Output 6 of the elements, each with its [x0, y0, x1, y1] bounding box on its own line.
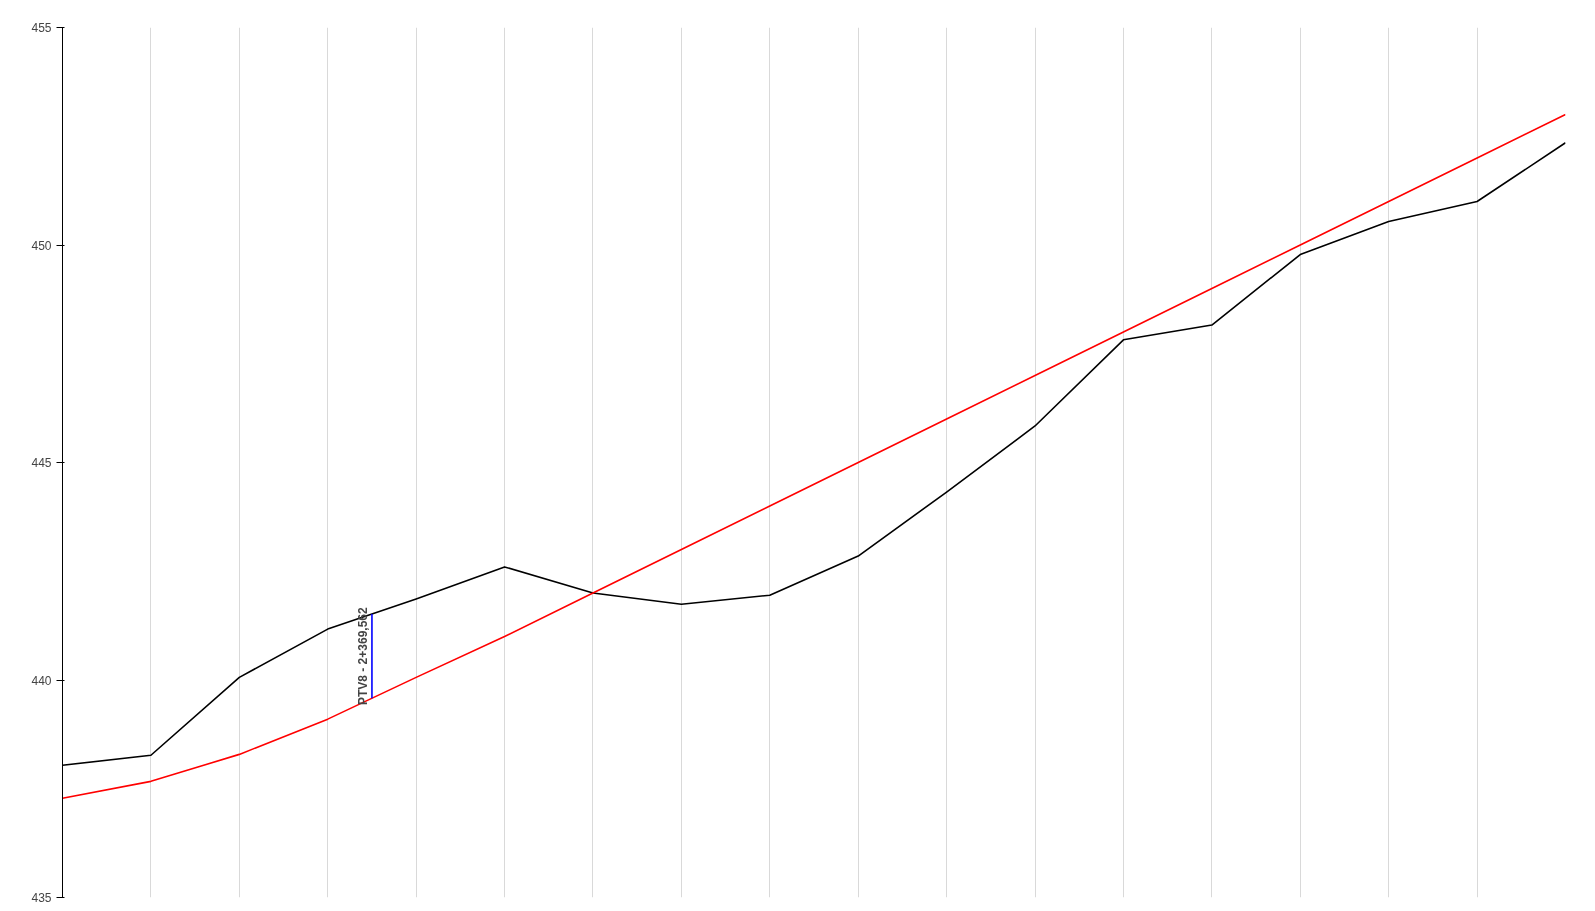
annotation: PTV8 - 2+369,562: [355, 606, 370, 706]
y-tick-label: 435: [31, 891, 52, 905]
y-tick-label: 445: [31, 456, 52, 470]
y-tick-label: 440: [31, 673, 52, 688]
y-tick-label: 450: [31, 238, 52, 253]
y-tick-label: 455: [31, 21, 52, 35]
